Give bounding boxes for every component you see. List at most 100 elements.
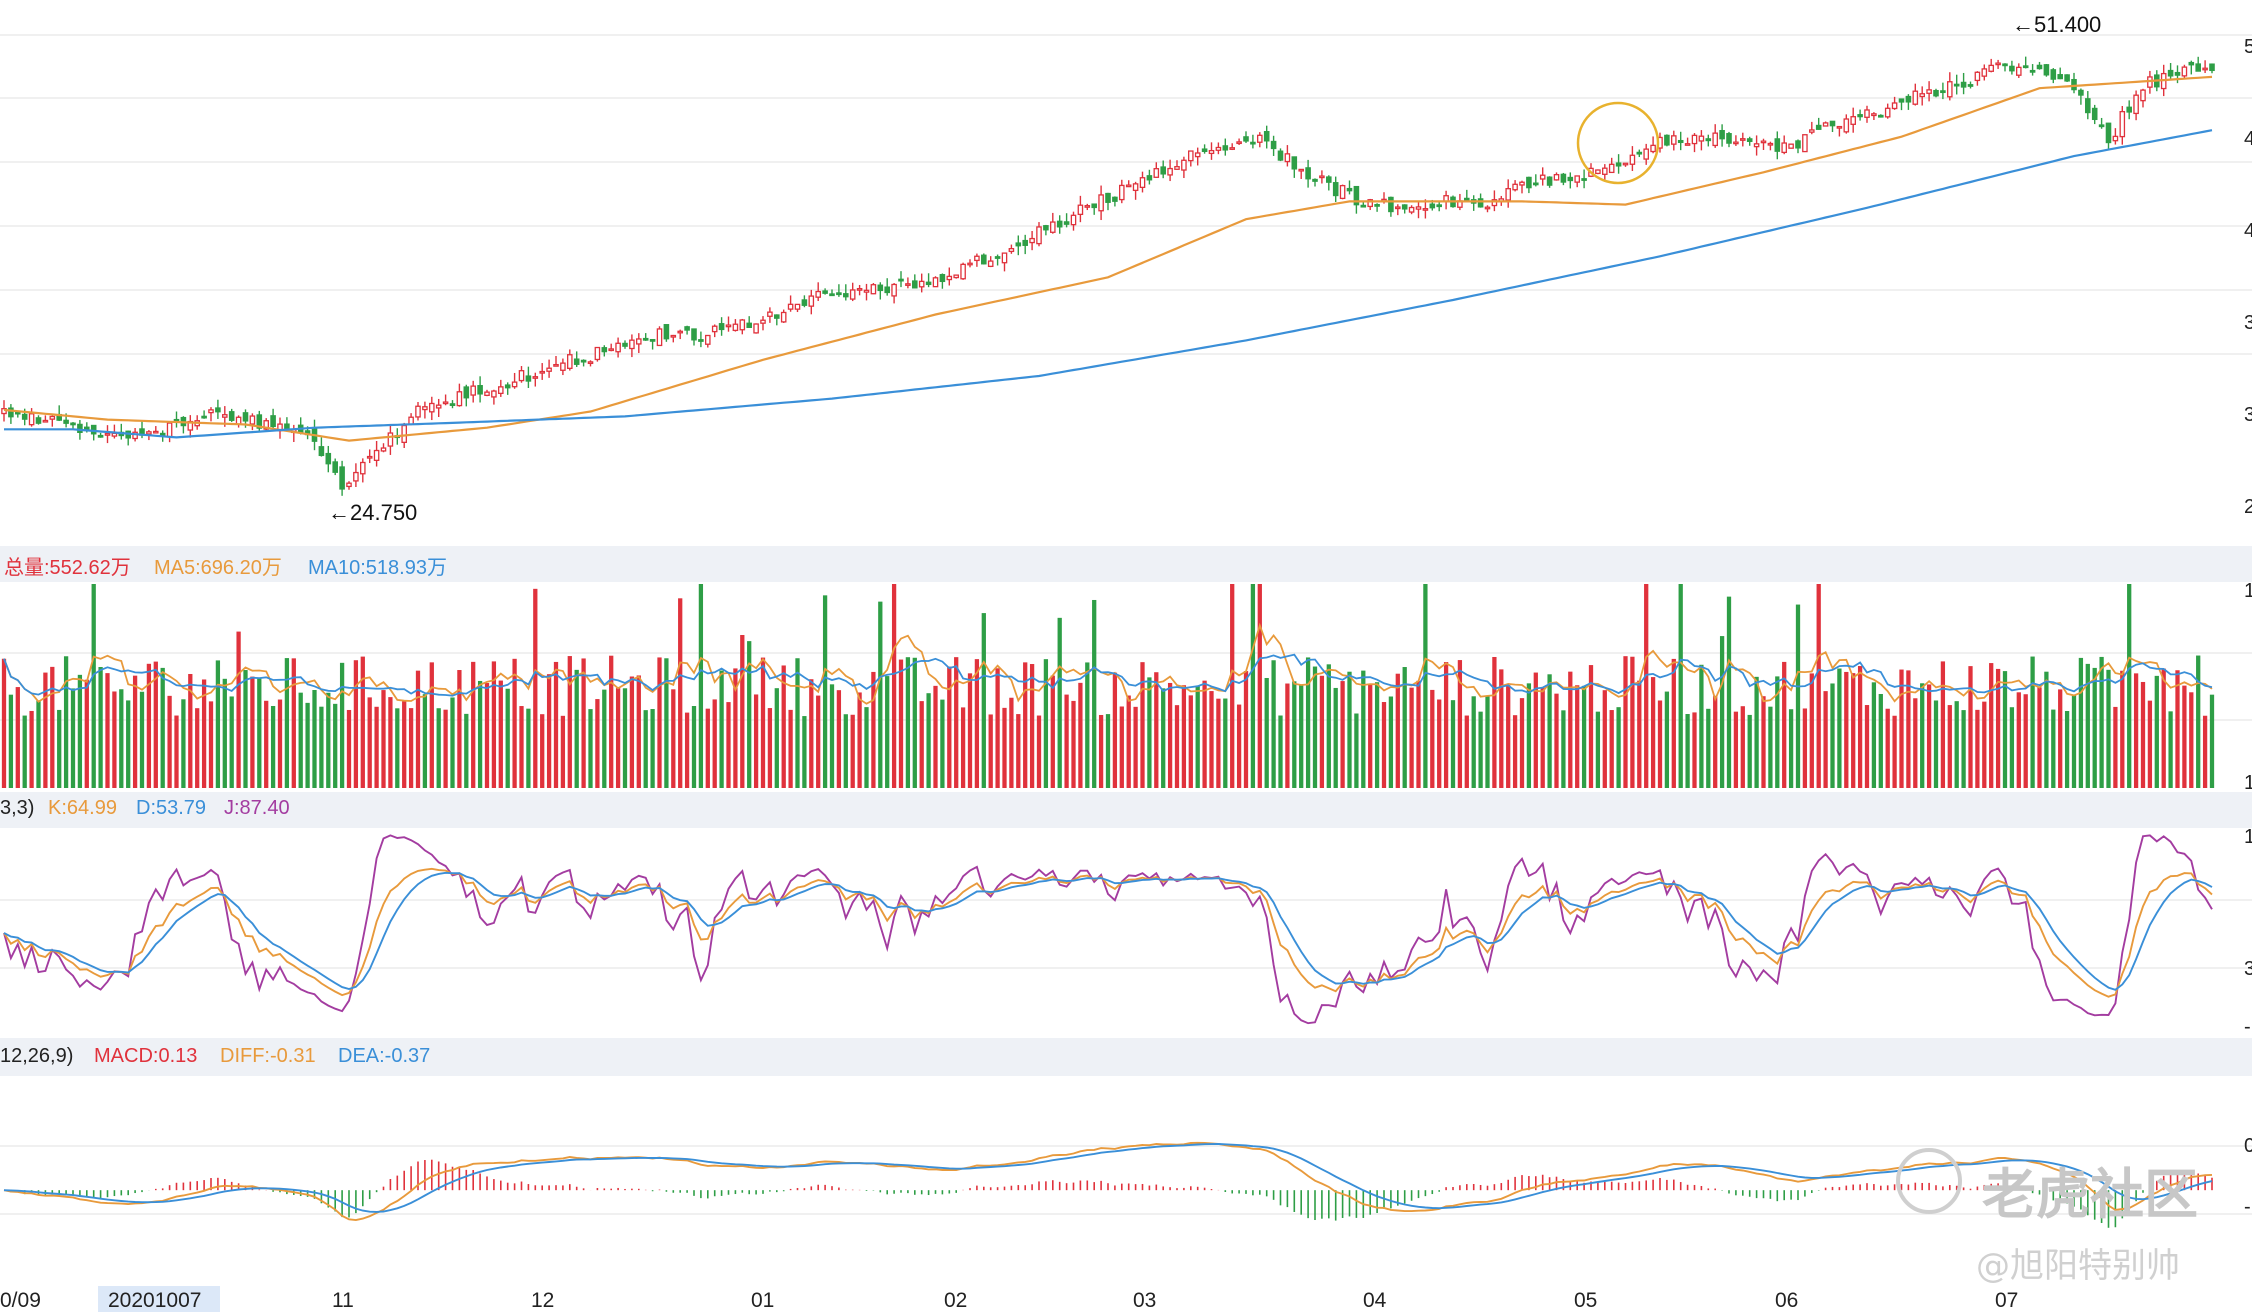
volume-bar [443, 709, 448, 788]
volume-bar [1920, 683, 1925, 788]
volume-bar [795, 658, 800, 788]
candle-body [435, 404, 442, 409]
candle-body [939, 274, 946, 283]
volume-bar [1361, 670, 1366, 788]
volume-bar [319, 706, 324, 788]
candle-body [146, 431, 152, 435]
volume-bar [1181, 685, 1187, 788]
candle-body [1850, 116, 1856, 125]
candle-body [1353, 185, 1360, 206]
volume-bar [1492, 656, 1497, 788]
volume-bar [864, 707, 869, 788]
candle-body [1746, 138, 1753, 143]
volume-bar [360, 656, 365, 788]
volume-bar [2051, 709, 2056, 788]
volume-bar [919, 701, 924, 788]
candle-body [1056, 220, 1063, 228]
candle-body [1705, 138, 1712, 142]
volume-bar [1871, 682, 1877, 788]
volume-bar [781, 665, 786, 788]
candle-body [325, 452, 332, 465]
candle-body [843, 293, 849, 298]
volume-bar [629, 676, 635, 788]
candle-body [318, 446, 325, 457]
volume-bar [905, 657, 911, 788]
volume-bar [1650, 677, 1656, 788]
candle-body [594, 346, 601, 361]
candle-body [553, 363, 559, 367]
volume-bar [264, 700, 269, 788]
volume-bar [188, 673, 193, 788]
volume-bar [1478, 711, 1483, 788]
candle-body [373, 449, 380, 462]
candle-body [525, 375, 532, 382]
volume-bar [36, 700, 41, 788]
volume-bar [974, 659, 980, 788]
volume-bar [1036, 715, 1042, 788]
candle-body [1277, 150, 1284, 161]
volume-bar [1830, 683, 1835, 788]
volume-bar [2161, 668, 2166, 788]
candle-body [153, 430, 159, 434]
candle-body [2126, 106, 2132, 113]
volume-bar [1285, 683, 1290, 788]
candle-body [1995, 62, 2001, 66]
volume-bar [1885, 708, 1890, 788]
volume-bar [84, 679, 89, 788]
candle-body [1305, 167, 1311, 180]
candle-body [877, 284, 884, 292]
volume-bar [857, 692, 862, 788]
volume-bar [415, 670, 421, 788]
volume-bar [933, 685, 938, 788]
candle-body [1919, 93, 1925, 98]
volume-bar [1147, 677, 1152, 788]
volume-bar [650, 709, 655, 788]
volume-bar [1354, 713, 1359, 788]
volume-bar [257, 677, 262, 788]
candle-body [1084, 205, 1091, 208]
volume-bar [471, 661, 476, 788]
candle-body [1815, 124, 1822, 130]
price-y-tick: 4 [2244, 220, 2252, 242]
volume-bar [809, 679, 814, 788]
candle-body [2202, 67, 2208, 71]
volume-bar [1664, 691, 1670, 788]
candle-body [228, 411, 235, 421]
volume-bar [119, 689, 124, 788]
candle-body [739, 319, 746, 331]
candle-body [90, 424, 97, 435]
volume-bar [1167, 682, 1173, 788]
volume-bar [1954, 701, 1959, 788]
candle-body [622, 342, 628, 347]
volume-bar [1043, 659, 1049, 788]
volume-bar [1788, 709, 1794, 788]
candle-body [1539, 174, 1546, 180]
candle-body [1395, 206, 1401, 210]
volume-bar [1754, 676, 1759, 788]
candle-body [2119, 110, 2126, 138]
candle-body [104, 433, 111, 436]
volume-bar [664, 658, 669, 788]
candle-body [1160, 166, 1166, 175]
candle-body [1098, 194, 1104, 212]
volume-bar [1292, 681, 1297, 788]
candle-body [2112, 135, 2119, 142]
candle-body [1526, 176, 1532, 189]
volume-bar [878, 601, 883, 788]
candle-body [1533, 182, 1539, 186]
volume-bar [2064, 711, 2070, 788]
volume-bar [1223, 698, 1228, 788]
candle-body [2002, 63, 2008, 67]
volume-bar [733, 668, 738, 788]
volume-bar [450, 697, 455, 788]
candle-body [684, 326, 690, 331]
volume-bar [678, 598, 683, 788]
candle-body [532, 376, 539, 379]
volume-bar [291, 658, 296, 788]
volume-bar [395, 708, 400, 788]
volume-bar [1368, 683, 1373, 788]
candle-body [787, 303, 794, 310]
candle-body [960, 263, 966, 280]
candle-body [339, 466, 345, 490]
candle-body [815, 290, 821, 298]
